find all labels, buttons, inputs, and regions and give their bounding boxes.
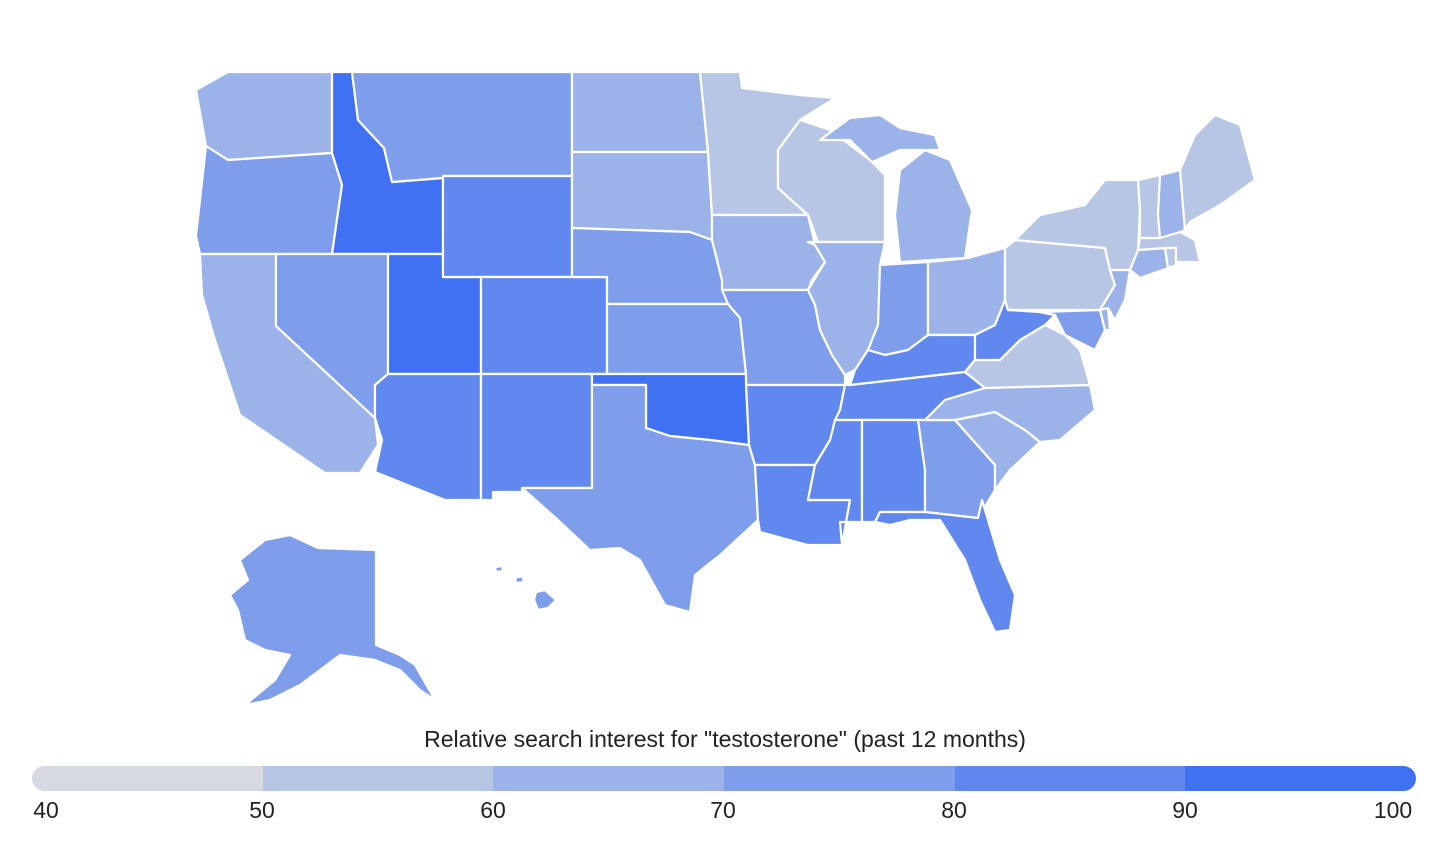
legend-tick-90: 90 bbox=[1172, 797, 1198, 823]
state-oh[interactable] bbox=[926, 246, 1007, 337]
state-or[interactable] bbox=[194, 144, 344, 256]
state-ma[interactable] bbox=[1136, 230, 1202, 264]
legend-band-70-80 bbox=[724, 766, 955, 791]
state-co[interactable] bbox=[479, 275, 609, 376]
legend-band-80-90 bbox=[954, 766, 1186, 791]
us-choropleth-map bbox=[194, 70, 1257, 707]
state-nd[interactable] bbox=[570, 70, 710, 154]
state-nm[interactable] bbox=[479, 372, 594, 502]
state-nc[interactable] bbox=[923, 383, 1097, 444]
legend-tick-40: 40 bbox=[33, 797, 59, 823]
state-ia[interactable] bbox=[710, 213, 827, 292]
legend-title: Relative search interest for "testostero… bbox=[424, 726, 1026, 752]
legend-color-scale bbox=[32, 766, 1416, 791]
state-ri[interactable] bbox=[1163, 246, 1178, 270]
state-al[interactable] bbox=[860, 418, 927, 524]
state-tx[interactable] bbox=[520, 383, 760, 614]
state-wa[interactable] bbox=[194, 70, 334, 162]
legend-tick-80: 80 bbox=[941, 797, 967, 823]
state-ak[interactable] bbox=[228, 533, 437, 707]
state-nj[interactable] bbox=[1098, 268, 1132, 322]
legend-tick-50: 50 bbox=[249, 797, 275, 823]
state-me[interactable] bbox=[1178, 113, 1257, 232]
legend-band-90-100 bbox=[1185, 766, 1416, 791]
state-vt[interactable] bbox=[1136, 173, 1162, 240]
state-sd[interactable] bbox=[570, 150, 714, 242]
state-az[interactable] bbox=[373, 372, 483, 502]
state-mi[interactable] bbox=[818, 113, 974, 264]
state-fl[interactable] bbox=[873, 498, 1017, 634]
legend-tick-100: 100 bbox=[1373, 797, 1413, 823]
state-ks[interactable] bbox=[605, 302, 748, 376]
state-wi[interactable] bbox=[776, 118, 887, 244]
legend-band-50-60 bbox=[262, 766, 494, 791]
legend-band-60-70 bbox=[493, 766, 725, 791]
legend-tick-60: 60 bbox=[480, 797, 506, 823]
state-wy[interactable] bbox=[441, 174, 574, 279]
legend-tick-70: 70 bbox=[710, 797, 736, 823]
state-hi[interactable] bbox=[493, 564, 558, 612]
state-ms[interactable] bbox=[806, 418, 864, 547]
legend-band-40-50 bbox=[32, 766, 263, 791]
state-pa[interactable] bbox=[1003, 238, 1117, 312]
